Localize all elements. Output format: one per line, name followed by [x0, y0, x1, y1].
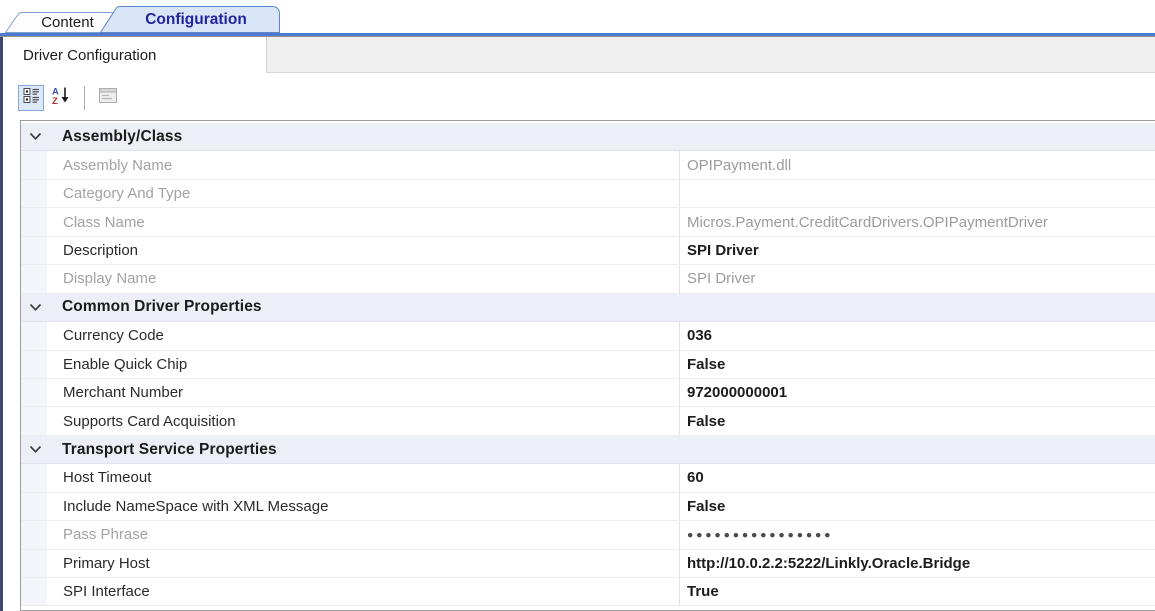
- tab-strip-underline-shadow: [0, 36, 1155, 37]
- svg-text:A: A: [52, 87, 59, 98]
- row-gutter: [21, 151, 47, 179]
- property-name: Supports Card Acquisition: [63, 412, 236, 430]
- property-name: Merchant Number: [63, 384, 184, 402]
- property-value[interactable]: [679, 179, 1155, 208]
- property-name: SPI Interface: [63, 583, 150, 601]
- row-gutter: [21, 179, 47, 208]
- category-row[interactable]: Assembly/Class: [21, 123, 1155, 152]
- property-name: Description: [63, 241, 139, 259]
- property-name: Host Timeout: [63, 469, 152, 487]
- row-gutter: [21, 350, 47, 378]
- tab-configuration-shape: [100, 6, 280, 33]
- property-value[interactable]: 036: [679, 322, 1155, 350]
- subtab-strip-filler: [267, 37, 1155, 73]
- property-row[interactable]: Supports Card Acquisition False: [21, 407, 1155, 436]
- chevron-down-icon[interactable]: [28, 303, 43, 312]
- property-name: Primary Host: [63, 554, 150, 572]
- propertygrid-toolbar: A Z: [3, 80, 1155, 116]
- category-row[interactable]: Transport Service Properties: [21, 435, 1155, 465]
- subtab-strip: Driver Configuration: [3, 37, 1155, 73]
- row-gutter: [21, 265, 47, 293]
- property-row[interactable]: Primary Host http://10.0.2.2:5222/Linkly.…: [21, 549, 1155, 578]
- property-value[interactable]: SPI Driver: [679, 236, 1155, 265]
- row-gutter: [21, 236, 47, 265]
- chevron-down-icon[interactable]: [28, 445, 43, 454]
- row-gutter: [21, 578, 47, 606]
- property-name: Assembly Name: [63, 156, 173, 174]
- property-name: Display Name: [63, 270, 157, 288]
- property-value[interactable]: SPI Driver: [679, 265, 1155, 293]
- property-row[interactable]: Assembly Name OPIPayment.dll: [21, 151, 1155, 180]
- tab-content[interactable]: Content: [5, 12, 118, 33]
- main-tab-bar: Content Configuration: [0, 0, 1155, 37]
- row-gutter: [21, 378, 47, 407]
- chevron-down-icon[interactable]: [28, 132, 43, 141]
- property-value[interactable]: True: [679, 578, 1155, 606]
- property-value[interactable]: False: [679, 350, 1155, 378]
- tab-content-label: Content: [41, 14, 94, 31]
- property-value[interactable]: OPIPayment.dll: [679, 151, 1155, 179]
- property-name: Include NameSpace with XML Message: [63, 497, 329, 515]
- tab-configuration[interactable]: Configuration: [100, 6, 280, 33]
- property-value[interactable]: False: [679, 407, 1155, 435]
- property-value[interactable]: False: [679, 492, 1155, 521]
- tab-configuration-label: Configuration: [145, 10, 247, 28]
- row-gutter: [21, 492, 47, 521]
- panel-left-border: [0, 37, 3, 611]
- property-name: Category And Type: [63, 185, 191, 203]
- row-gutter: [21, 208, 47, 236]
- property-row[interactable]: Display Name SPI Driver: [21, 265, 1155, 294]
- property-row[interactable]: Currency Code 036: [21, 322, 1155, 351]
- property-value[interactable]: http://10.0.2.2:5222/Linkly.Oracle.Bridg…: [679, 549, 1155, 577]
- alphabetical-sort-icon: A Z: [52, 86, 70, 110]
- property-pages-icon: [99, 88, 117, 108]
- property-name: Currency Code: [63, 327, 164, 345]
- property-row[interactable]: Enable Quick Chip False: [21, 350, 1155, 379]
- subtab-driver-configuration[interactable]: Driver Configuration: [3, 37, 267, 73]
- property-value[interactable]: 972000000001: [679, 378, 1155, 407]
- property-name: Enable Quick Chip: [63, 355, 188, 373]
- row-gutter: [21, 322, 47, 350]
- row-gutter: [21, 464, 47, 492]
- subtab-driver-configuration-label: Driver Configuration: [23, 46, 157, 64]
- property-row[interactable]: Include NameSpace with XML Message False: [21, 492, 1155, 522]
- row-gutter: [21, 549, 47, 577]
- property-grid: Assembly/Class Assembly Name OPIPayment.dl…: [20, 120, 1155, 611]
- property-pages-button: [95, 85, 121, 111]
- property-row[interactable]: Class Name Micros.Payment.CreditCardDrive…: [21, 208, 1155, 237]
- category-title: Transport Service Properties: [62, 440, 277, 458]
- property-row[interactable]: Host Timeout 60: [21, 464, 1155, 493]
- row-gutter: [21, 521, 47, 549]
- alphabetical-sort-button[interactable]: A Z: [48, 85, 74, 111]
- categorized-view-button[interactable]: [18, 85, 44, 111]
- category-title: Common Driver Properties: [62, 298, 262, 316]
- property-value[interactable]: Micros.Payment.CreditCardDrivers.OPIPaym…: [679, 208, 1155, 236]
- property-row[interactable]: Merchant Number 972000000001: [21, 378, 1155, 408]
- property-name: Class Name: [63, 213, 145, 231]
- property-grid-rows: Assembly/Class Assembly Name OPIPayment.dl…: [21, 123, 1155, 607]
- categorized-icon: [23, 87, 40, 109]
- property-value[interactable]: ●●●●●●●●●●●●●●●●: [679, 521, 1155, 549]
- property-name: Pass Phrase: [63, 526, 149, 544]
- property-row[interactable]: Pass Phrase ●●●●●●●●●●●●●●●●: [21, 521, 1155, 550]
- toolbar-separator: [84, 86, 85, 110]
- row-gutter: [21, 407, 47, 435]
- property-value[interactable]: 60: [679, 464, 1155, 492]
- property-row[interactable]: Category And Type: [21, 179, 1155, 209]
- svg-text:Z: Z: [52, 96, 58, 105]
- category-title: Assembly/Class: [62, 127, 183, 145]
- tab-strip-underline: [0, 33, 1155, 36]
- property-row[interactable]: Description SPI Driver: [21, 236, 1155, 266]
- category-row[interactable]: Common Driver Properties: [21, 293, 1155, 323]
- property-row[interactable]: SPI Interface True: [21, 578, 1155, 607]
